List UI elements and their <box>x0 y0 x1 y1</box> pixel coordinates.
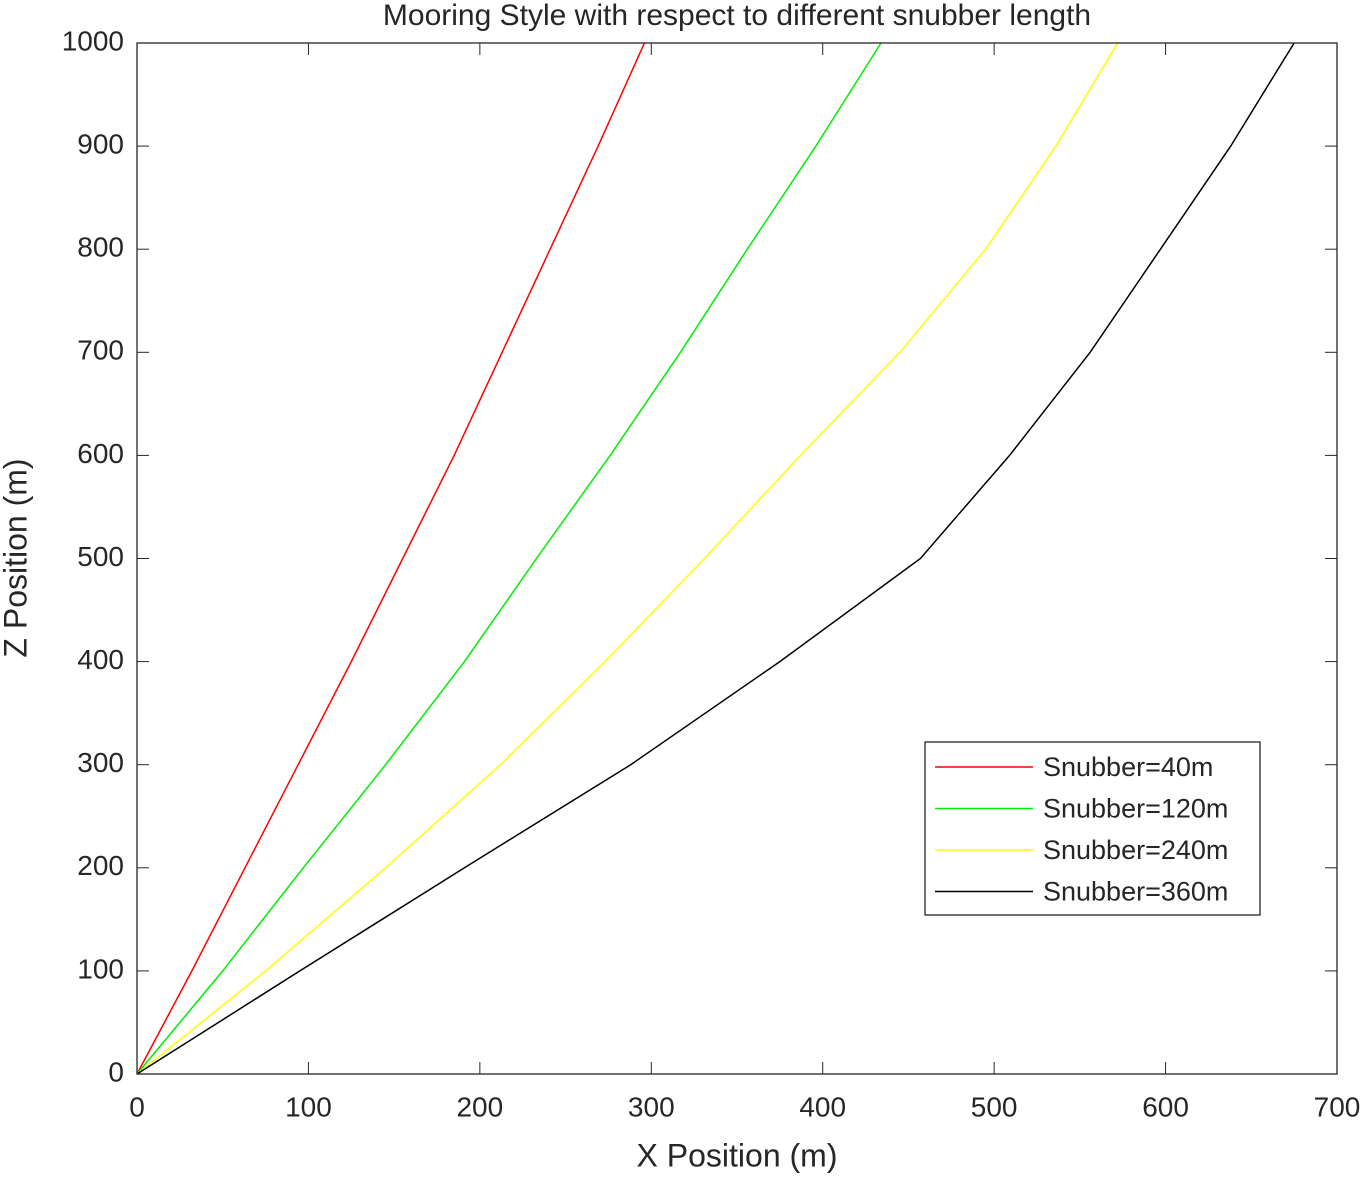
y-tick-label: 500 <box>77 541 124 572</box>
y-tick-label: 100 <box>77 953 124 984</box>
legend-label: Snubber=240m <box>1043 835 1228 865</box>
y-tick-label: 1000 <box>62 25 124 56</box>
legend-box <box>924 741 1261 916</box>
y-tick-label: 700 <box>77 335 124 366</box>
y-tick-label: 900 <box>77 128 124 159</box>
y-tick-label: 0 <box>108 1056 124 1087</box>
series-line <box>136 42 1119 1075</box>
series-line <box>136 42 646 1075</box>
y-tick-label: 800 <box>77 232 124 263</box>
x-tick-label: 0 <box>129 1091 145 1122</box>
legend-label: Snubber=40m <box>1043 752 1213 782</box>
legend-label: Snubber=360m <box>1043 877 1228 907</box>
y-tick-label: 200 <box>77 850 124 881</box>
series-line <box>136 42 882 1075</box>
x-tick-label: 600 <box>1142 1091 1189 1122</box>
y-axis-label: Z Position (m) <box>0 458 33 657</box>
x-tick-label: 200 <box>456 1091 503 1122</box>
series-line <box>136 42 1295 1075</box>
y-tick-label: 400 <box>77 644 124 675</box>
y-tick-label: 600 <box>77 438 124 469</box>
chart-title: Mooring Style with respect to different … <box>383 0 1091 32</box>
x-tick-label: 700 <box>1314 1091 1361 1122</box>
x-tick-label: 400 <box>799 1091 846 1122</box>
x-tick-label: 500 <box>971 1091 1018 1122</box>
plot-frame <box>136 42 1338 1075</box>
x-tick-label: 100 <box>285 1091 332 1122</box>
legend-label: Snubber=120m <box>1043 794 1228 824</box>
x-axis-label: X Position (m) <box>637 1137 838 1173</box>
x-tick-label: 300 <box>628 1091 675 1122</box>
y-tick-label: 300 <box>77 747 124 778</box>
